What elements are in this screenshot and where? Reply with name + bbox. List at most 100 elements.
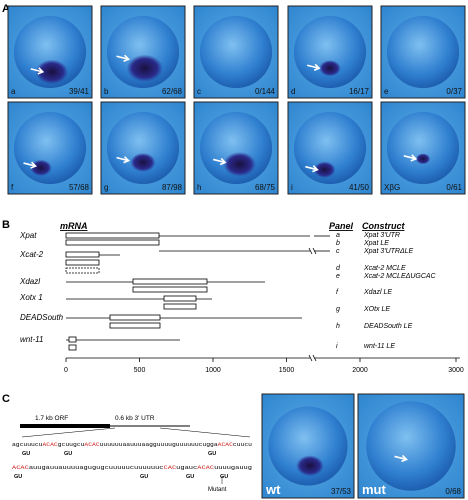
image-letter: c xyxy=(197,87,201,96)
stain xyxy=(130,152,156,172)
image-letter: i xyxy=(291,183,293,192)
mutation: GU xyxy=(22,451,30,457)
embryo xyxy=(293,15,367,89)
arrow xyxy=(212,157,227,166)
arrow xyxy=(306,63,321,71)
construct-panel: b xyxy=(336,240,340,247)
arrow xyxy=(403,154,418,162)
orf-label: 1.7 kb ORF xyxy=(35,415,68,422)
image-count: 0/37 xyxy=(446,87,462,96)
construct-diagram xyxy=(65,232,460,362)
image-count: 16/17 xyxy=(349,87,370,96)
embryo xyxy=(106,111,180,185)
image-count: 0/68 xyxy=(445,487,461,496)
gene-label: Xpat xyxy=(19,231,37,240)
constructs: a Xpat 3'UTR b Xpat LE c Xpat 3'UTRΔLE d Xcat-2… xyxy=(336,232,437,350)
stain xyxy=(223,152,256,177)
arrow xyxy=(305,165,319,173)
image-count: 0/61 xyxy=(446,183,462,192)
sequence-segment: ACAC xyxy=(197,465,214,471)
construct-name: DEADSouth LE xyxy=(364,323,413,330)
image-letter: h xyxy=(197,183,201,192)
gene-label: Xotx 1 xyxy=(19,293,43,302)
embryo xyxy=(199,15,273,89)
stain xyxy=(126,54,163,82)
embryo xyxy=(293,111,367,185)
embryo xyxy=(13,111,87,185)
mutation: GU xyxy=(208,451,216,457)
construct-panel: d xyxy=(336,265,341,272)
construct-panel: g xyxy=(336,306,340,313)
panel-label: B xyxy=(2,219,10,231)
image-letter: XβG xyxy=(384,183,400,192)
utr-schematic xyxy=(20,424,251,484)
image-count: 0/144 xyxy=(255,87,276,96)
image-letter: f xyxy=(11,183,14,192)
construct-name: Xcat-2 MCLEΔUGCAC xyxy=(363,273,437,280)
image-count: 57/68 xyxy=(69,183,90,192)
construct-panel: a xyxy=(336,232,340,239)
image-count: 68/75 xyxy=(255,183,276,192)
genes: Xpat Xcat-2 Xdazl Xotx 1 DEADSouth wnt-11 xyxy=(19,231,64,344)
stain xyxy=(35,59,69,85)
embryo xyxy=(386,15,460,89)
gene-label: DEADSouth xyxy=(20,313,64,322)
mutation: GU xyxy=(14,474,22,480)
sequence: agcuuucu ACAC gcuugcu ACAC uuuuuuaauuuaagguu… xyxy=(12,442,252,480)
image-label: wt xyxy=(265,482,281,497)
image-count: 62/68 xyxy=(162,87,183,96)
mutation: GU xyxy=(64,451,72,457)
sequence-segment: ACAC xyxy=(42,442,57,448)
construct-name: Xdazl LE xyxy=(363,289,392,296)
mutation: GU xyxy=(140,474,148,480)
mutation: GU xyxy=(186,474,194,480)
sequence-line: ACAC auugauuauuuuagugugcuuuuucuuuuuuc CAC u… xyxy=(12,465,252,471)
stain xyxy=(313,161,336,178)
sequence-segment: ACAC xyxy=(218,442,233,448)
panel-a: a 39/41 b 62/68 c 0/144 d 16/17 e 0/37 f 57/68 g 87/9… xyxy=(7,5,466,195)
arrow xyxy=(116,156,130,164)
gene-label: Xdazl xyxy=(19,277,40,286)
construct-name: Xpat 3'UTRΔLE xyxy=(363,248,414,255)
image-letter: e xyxy=(384,87,389,96)
mutation: GU xyxy=(220,474,228,480)
sequence-segment: uuuuuuaauuuaagguuuuguuuuuucugga xyxy=(100,442,219,448)
panel-label: A xyxy=(2,3,10,15)
construct-panel: c xyxy=(336,248,340,255)
arrow xyxy=(116,54,130,62)
construct-name: Xpat LE xyxy=(363,240,389,247)
construct-name: Xcat-2 MCLE xyxy=(363,265,406,272)
mutant-label: Mutant xyxy=(208,487,227,493)
embryo xyxy=(386,111,460,185)
arrow xyxy=(30,67,45,75)
header: mRNA xyxy=(60,221,88,231)
sequence-segment: cuucu xyxy=(233,442,252,448)
stain xyxy=(30,159,52,176)
sequence-segment: ACAC xyxy=(84,442,99,448)
embryo xyxy=(366,401,456,491)
image-letter: a xyxy=(11,87,16,96)
image-count: 41/50 xyxy=(349,183,370,192)
image-count: 87/98 xyxy=(162,183,183,192)
construct-panel: f xyxy=(336,289,339,296)
sequence-segment: gcuugcu xyxy=(58,442,85,448)
image-letter: d xyxy=(291,87,295,96)
panel-c-images: wt 37/53 mut 0/68 xyxy=(261,393,465,499)
stain xyxy=(296,455,324,477)
image-label: mut xyxy=(362,482,387,497)
image-letter: g xyxy=(104,183,108,192)
construct-name: XOtx LE xyxy=(363,306,390,313)
embryo xyxy=(13,15,87,89)
sequence-segment: uuuugauug xyxy=(214,465,252,471)
gene-label: Xcat-2 xyxy=(19,250,44,259)
sequence-segment: ugauc xyxy=(176,465,197,471)
embryo xyxy=(268,406,348,486)
tick-label: 3000 xyxy=(448,367,464,374)
stain xyxy=(415,153,431,165)
sequence-segment: ACAC xyxy=(12,465,29,471)
tick-label: 500 xyxy=(134,367,146,374)
tick-label: 1000 xyxy=(205,367,221,374)
sequence-line: agcuuucu ACAC gcuugcu ACAC uuuuuuaauuuaagguu… xyxy=(12,442,252,448)
panel-label: C xyxy=(2,393,10,405)
